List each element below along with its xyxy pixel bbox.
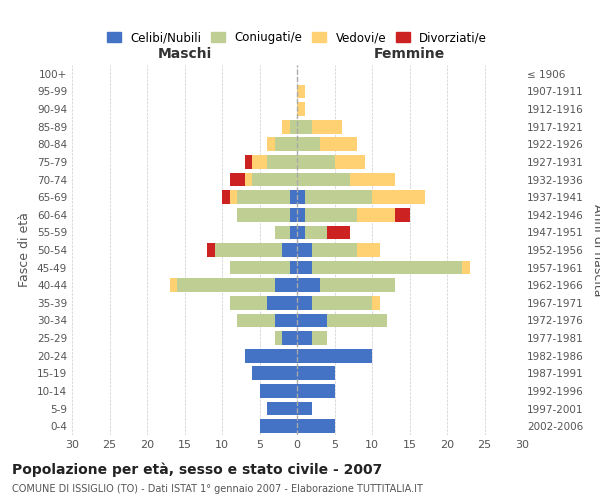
Bar: [312, 296, 372, 310]
Bar: [282, 331, 297, 345]
Bar: [297, 314, 327, 328]
Bar: [297, 331, 312, 345]
Bar: [297, 155, 335, 169]
Bar: [372, 190, 425, 204]
Bar: [229, 296, 267, 310]
Bar: [290, 190, 297, 204]
Bar: [267, 138, 275, 151]
Bar: [305, 208, 357, 222]
Bar: [297, 138, 320, 151]
Bar: [282, 243, 297, 257]
Bar: [297, 226, 305, 239]
Y-axis label: Anni di nascita: Anni di nascita: [590, 204, 600, 296]
Text: Maschi: Maschi: [157, 48, 212, 62]
Bar: [357, 208, 395, 222]
Bar: [207, 243, 215, 257]
Bar: [282, 120, 290, 134]
Bar: [305, 190, 372, 204]
Bar: [275, 331, 282, 345]
Bar: [320, 138, 357, 151]
Bar: [312, 243, 357, 257]
Bar: [275, 138, 297, 151]
Bar: [245, 155, 252, 169]
Bar: [245, 172, 252, 186]
Bar: [290, 260, 297, 274]
Bar: [305, 226, 327, 239]
Legend: Celibi/Nubili, Coniugati/e, Vedovi/e, Divorziati/e: Celibi/Nubili, Coniugati/e, Vedovi/e, Di…: [102, 26, 492, 49]
Bar: [297, 260, 312, 274]
Bar: [275, 314, 297, 328]
Bar: [229, 190, 237, 204]
Bar: [290, 226, 297, 239]
Bar: [297, 208, 305, 222]
Bar: [462, 260, 470, 274]
Bar: [327, 226, 349, 239]
Bar: [267, 155, 297, 169]
Bar: [327, 314, 387, 328]
Bar: [297, 366, 335, 380]
Bar: [312, 120, 342, 134]
Bar: [297, 402, 312, 415]
Bar: [229, 260, 290, 274]
Bar: [297, 420, 335, 433]
Bar: [297, 384, 335, 398]
Bar: [297, 102, 305, 116]
Bar: [237, 314, 275, 328]
Bar: [357, 243, 380, 257]
Bar: [297, 190, 305, 204]
Bar: [252, 172, 297, 186]
Bar: [372, 296, 380, 310]
Bar: [275, 278, 297, 292]
Bar: [297, 349, 372, 362]
Bar: [312, 260, 462, 274]
Text: Popolazione per età, sesso e stato civile - 2007: Popolazione per età, sesso e stato civil…: [12, 462, 382, 477]
Bar: [297, 296, 312, 310]
Bar: [245, 349, 297, 362]
Text: Femmine: Femmine: [374, 48, 445, 62]
Bar: [297, 120, 312, 134]
Bar: [237, 190, 290, 204]
Bar: [320, 278, 395, 292]
Bar: [312, 331, 327, 345]
Bar: [290, 208, 297, 222]
Bar: [170, 278, 177, 292]
Bar: [267, 402, 297, 415]
Bar: [229, 172, 245, 186]
Bar: [297, 278, 320, 292]
Bar: [297, 243, 312, 257]
Bar: [297, 84, 305, 98]
Bar: [349, 172, 395, 186]
Bar: [267, 296, 297, 310]
Bar: [252, 366, 297, 380]
Text: COMUNE DI ISSIGLIO (TO) - Dati ISTAT 1° gennaio 2007 - Elaborazione TUTTITALIA.I: COMUNE DI ISSIGLIO (TO) - Dati ISTAT 1° …: [12, 484, 423, 494]
Bar: [222, 190, 229, 204]
Bar: [260, 384, 297, 398]
Bar: [275, 226, 290, 239]
Bar: [260, 420, 297, 433]
Y-axis label: Fasce di età: Fasce di età: [19, 212, 31, 288]
Bar: [252, 155, 267, 169]
Bar: [177, 278, 275, 292]
Bar: [395, 208, 409, 222]
Bar: [237, 208, 290, 222]
Bar: [335, 155, 365, 169]
Bar: [297, 172, 349, 186]
Bar: [215, 243, 282, 257]
Bar: [290, 120, 297, 134]
